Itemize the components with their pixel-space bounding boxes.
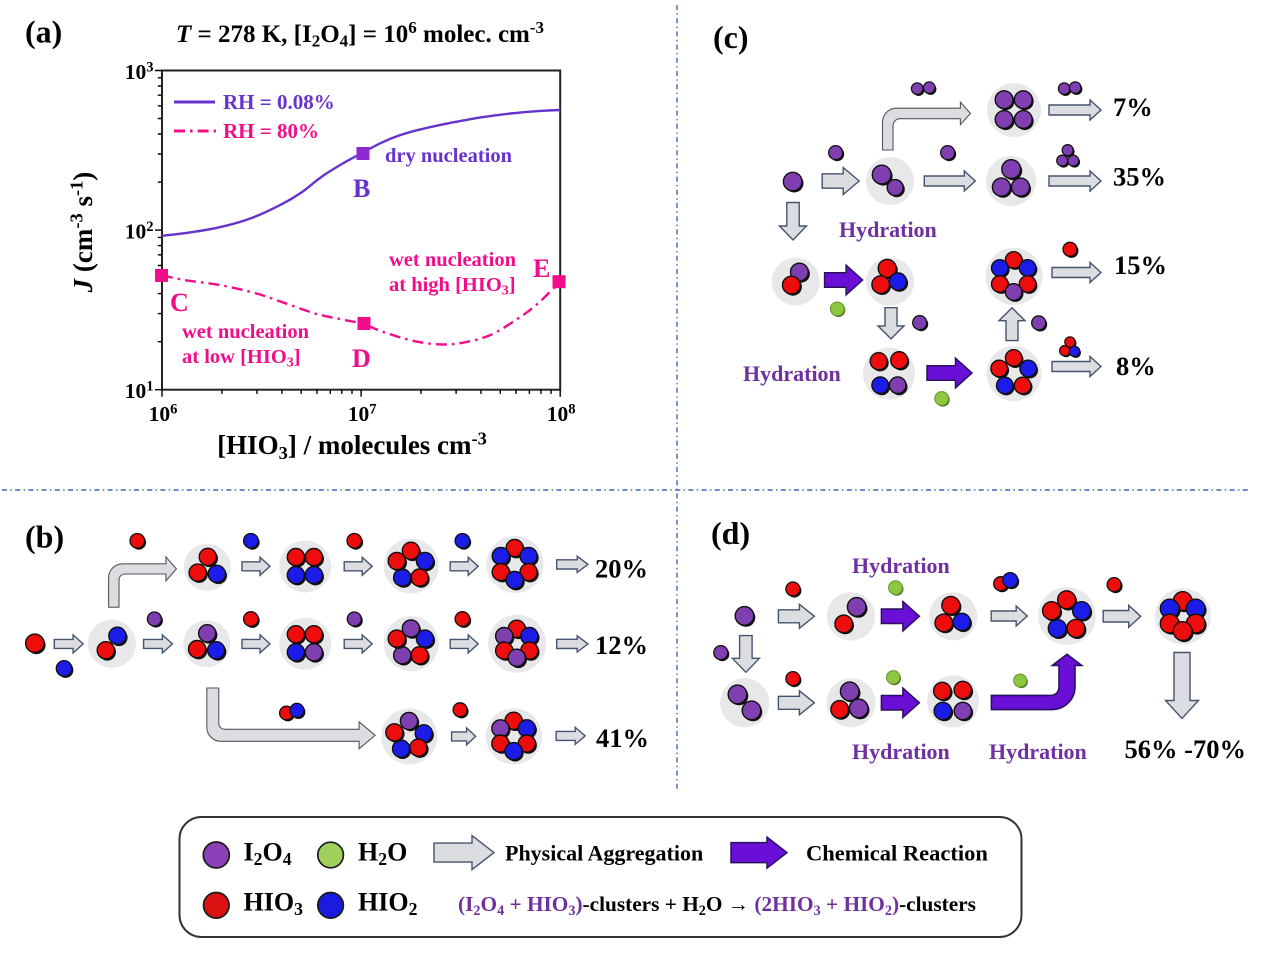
svg-text:at high [HIO3]: at high [HIO3] bbox=[389, 274, 516, 299]
svg-text:(a): (a) bbox=[25, 14, 62, 50]
svg-text:103: 103 bbox=[125, 59, 154, 84]
svg-text:(I2O4 + HIO3)-clusters + H2O →: (I2O4 + HIO3)-clusters + H2O → (2HIO3 + … bbox=[458, 892, 976, 919]
svg-text:dry nucleation: dry nucleation bbox=[385, 145, 513, 167]
svg-text:I2O4: I2O4 bbox=[244, 838, 292, 870]
svg-text:107: 107 bbox=[348, 402, 377, 427]
svg-text:[HIO3] / molecules cm-3: [HIO3] / molecules cm-3 bbox=[217, 428, 487, 463]
svg-text:D: D bbox=[352, 344, 371, 373]
svg-text:Physical Aggregation: Physical Aggregation bbox=[505, 841, 703, 866]
svg-text:J (cm-3 s-1): J (cm-3 s-1) bbox=[66, 172, 98, 294]
svg-text:(c): (c) bbox=[713, 19, 749, 55]
svg-text:35%: 35% bbox=[1113, 162, 1166, 192]
svg-text:20%: 20% bbox=[595, 554, 648, 584]
svg-text:8%: 8% bbox=[1116, 351, 1156, 381]
svg-text:wet nucleation: wet nucleation bbox=[389, 249, 517, 271]
svg-text:HIO3: HIO3 bbox=[244, 888, 304, 920]
svg-text:15%: 15% bbox=[1114, 250, 1167, 280]
svg-text:Hydration: Hydration bbox=[989, 739, 1087, 764]
svg-text:(d): (d) bbox=[711, 515, 750, 551]
svg-text:7%: 7% bbox=[1113, 92, 1153, 122]
svg-text:Hydration: Hydration bbox=[852, 553, 950, 578]
svg-text:RH = 0.08%: RH = 0.08% bbox=[223, 90, 335, 114]
svg-text:C: C bbox=[170, 288, 189, 317]
svg-text:at low [HIO3]: at low [HIO3] bbox=[182, 346, 301, 371]
svg-text:108: 108 bbox=[547, 402, 576, 427]
svg-text:Hydration: Hydration bbox=[743, 361, 841, 386]
svg-text:101: 101 bbox=[125, 379, 154, 404]
svg-text:T = 278 K, [I2O4] = 106 molec.: T = 278 K, [I2O4] = 106 molec. cm-3 bbox=[176, 18, 544, 51]
svg-text:Chemical Reaction: Chemical Reaction bbox=[806, 841, 988, 866]
svg-text:H2O: H2O bbox=[358, 838, 407, 870]
svg-text:(b): (b) bbox=[25, 519, 64, 555]
svg-text:56% -70%: 56% -70% bbox=[1125, 734, 1246, 764]
svg-text:E: E bbox=[533, 254, 550, 283]
svg-text:41%: 41% bbox=[596, 723, 649, 753]
svg-text:wet nucleation: wet nucleation bbox=[182, 321, 310, 343]
svg-text:RH = 80%: RH = 80% bbox=[223, 119, 319, 143]
svg-text:102: 102 bbox=[125, 219, 154, 244]
svg-text:Hydration: Hydration bbox=[839, 217, 937, 242]
svg-text:Hydration: Hydration bbox=[852, 739, 950, 764]
svg-text:B: B bbox=[353, 174, 370, 203]
svg-text:12%: 12% bbox=[595, 630, 648, 660]
svg-text:HIO2: HIO2 bbox=[358, 888, 418, 920]
svg-text:106: 106 bbox=[149, 402, 178, 427]
